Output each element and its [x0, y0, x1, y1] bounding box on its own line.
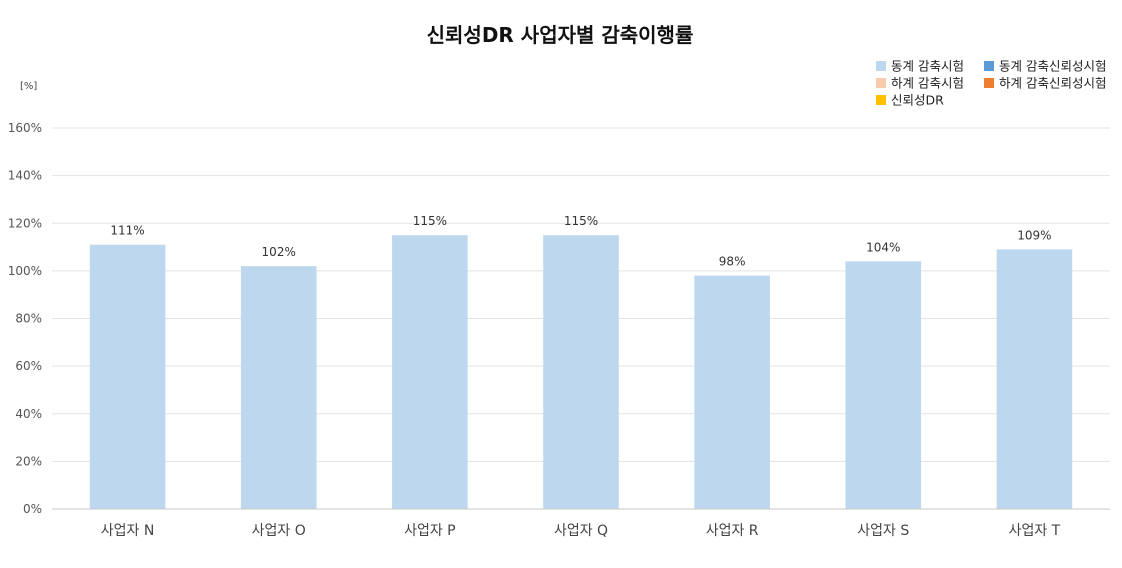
legend-swatch	[984, 78, 994, 88]
legend-label: 신뢰성DR	[891, 93, 944, 108]
y-axis-ticks: 0% 20% 40% 60% 80% 100% 120% 140% 160%	[8, 121, 42, 516]
bar	[89, 244, 166, 509]
category-label: 사업자 S	[857, 523, 909, 539]
category-label: 사업자 T	[1009, 523, 1061, 539]
category-label: 사업자 R	[706, 523, 759, 539]
y-tick-label: 120%	[8, 216, 42, 230]
legend-swatch	[876, 61, 886, 71]
bar	[845, 261, 922, 509]
category-label: 사업자 N	[101, 523, 155, 539]
data-label: 109%	[1017, 228, 1051, 242]
y-tick-label: 100%	[8, 264, 42, 278]
data-label: 115%	[413, 214, 447, 228]
bars	[89, 235, 1073, 509]
y-tick-label: 160%	[8, 121, 42, 135]
legend-label: 동계 감축시험	[891, 59, 964, 74]
bar	[392, 235, 468, 509]
bar	[694, 275, 770, 509]
y-tick-label: 60%	[15, 359, 42, 373]
data-labels: 111% 102% 115% 115% 98% 104% 109%	[110, 214, 1051, 268]
legend-label: 동계 감축신뢰성시험	[999, 59, 1106, 74]
bar	[240, 266, 317, 509]
legend-swatch	[984, 61, 994, 71]
data-label: 115%	[564, 214, 598, 228]
y-tick-label: 140%	[8, 169, 42, 183]
category-label: 사업자 P	[404, 523, 456, 539]
legend-label: 하계 감축시험	[891, 76, 964, 91]
y-axis-unit: [%]	[20, 81, 37, 92]
bar	[996, 249, 1073, 509]
data-label: 102%	[262, 245, 296, 259]
data-label: 98%	[719, 255, 746, 269]
category-label: 사업자 Q	[554, 523, 608, 539]
y-tick-label: 0%	[23, 502, 42, 516]
legend-label: 하계 감축신뢰성시험	[999, 76, 1106, 91]
legend-swatch	[876, 78, 886, 88]
category-label: 사업자 O	[252, 523, 306, 539]
bar	[543, 235, 619, 509]
y-tick-label: 20%	[15, 454, 42, 468]
data-label: 111%	[110, 224, 144, 238]
y-tick-label: 40%	[15, 407, 42, 421]
chart-title: 신뢰성DR 사업자별 감축이행률	[427, 23, 694, 47]
y-tick-label: 80%	[15, 312, 42, 326]
legend-swatch	[876, 95, 886, 105]
x-axis-categories: 사업자 N 사업자 O 사업자 P 사업자 Q 사업자 R 사업자 S 사업자 T	[101, 523, 1061, 539]
data-label: 104%	[866, 240, 900, 254]
